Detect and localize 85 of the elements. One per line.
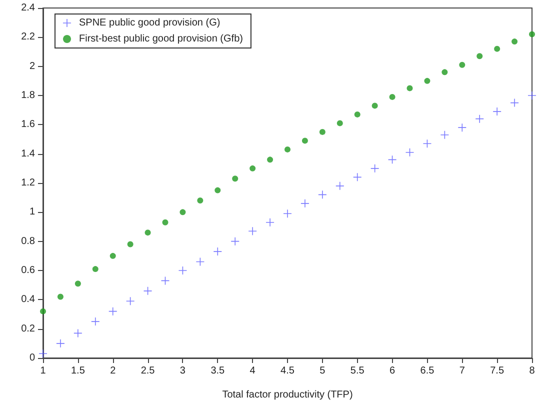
point [493, 108, 502, 116]
point [510, 98, 519, 107]
point [214, 248, 222, 256]
point [372, 102, 378, 109]
point [423, 140, 432, 148]
point [108, 307, 117, 316]
point [354, 111, 360, 118]
y-tick-label: 1.2 [21, 178, 36, 188]
y-tick-label: 2.4 [21, 2, 36, 14]
point [248, 227, 257, 236]
point [144, 286, 152, 295]
point [74, 280, 81, 287]
point [232, 176, 238, 182]
y-tick-label: 0.6 [21, 265, 36, 276]
point [389, 94, 396, 100]
point [302, 138, 308, 144]
x-tick-label: 5 [320, 366, 326, 376]
point [406, 85, 413, 92]
point [180, 209, 186, 216]
point [178, 266, 187, 274]
point [336, 120, 343, 126]
point [476, 114, 484, 123]
x-tick-label: 7 [459, 366, 466, 376]
x-tick-label: 2.5 [140, 366, 156, 376]
legend-label: First-best public good provision (Gfb) [79, 34, 243, 44]
x-axis-title: Total factor productivity (TFP) [222, 390, 353, 400]
y-tick-label: 0.4 [21, 294, 36, 306]
point [56, 339, 64, 348]
x-tick-label: 1.5 [70, 366, 86, 376]
point [110, 252, 116, 259]
x-tick-label: 6 [390, 366, 396, 376]
point [127, 241, 134, 248]
point [57, 294, 64, 300]
x-tick-label: 3.5 [210, 366, 226, 376]
point [529, 31, 535, 38]
point [318, 190, 326, 199]
point [370, 164, 379, 172]
point [406, 148, 414, 156]
x-tick-label: 1 [40, 366, 46, 376]
point [319, 128, 326, 135]
point [40, 308, 46, 314]
point [91, 318, 100, 326]
point [440, 130, 449, 139]
point [231, 237, 240, 246]
x-tick-label: 4.5 [280, 366, 295, 376]
point [214, 187, 221, 194]
point [528, 92, 536, 100]
point [494, 46, 500, 52]
y-tick-label: 0.2 [21, 323, 36, 334]
y-tick-label: 0 [29, 352, 36, 364]
point [300, 199, 309, 208]
point [126, 297, 134, 306]
point [162, 219, 168, 226]
y-tick-label: 1.6 [21, 119, 36, 130]
y-tick-label: 1 [29, 206, 36, 218]
x-tick-label: 5.5 [350, 366, 365, 376]
point [266, 218, 274, 226]
y-tick-label: 2.2 [21, 32, 36, 43]
point [92, 266, 98, 272]
point [250, 165, 256, 172]
point [353, 173, 362, 182]
x-tick-label: 7.5 [490, 366, 504, 376]
point [424, 78, 430, 84]
x-tick-label: 2 [110, 366, 116, 376]
point [476, 53, 483, 60]
point [458, 124, 466, 132]
point [284, 210, 292, 218]
x-tick-label: 4 [250, 366, 256, 376]
x-tick-label: 3 [180, 366, 186, 376]
point [144, 230, 151, 236]
point [284, 146, 290, 152]
point [267, 156, 274, 163]
y-tick-label: 0.8 [21, 236, 36, 247]
y-tick-label: 2 [29, 60, 36, 72]
x-tick-label: 8 [529, 366, 536, 376]
point [442, 69, 448, 76]
point [197, 198, 204, 204]
y-tick-label: 1.8 [21, 90, 36, 101]
y-tick-label: 1.4 [21, 148, 36, 160]
point [74, 329, 82, 338]
x-tick-label: 6.5 [420, 366, 435, 376]
point [459, 62, 466, 68]
point [336, 182, 344, 190]
legend-label: SPNE public good provision (G) [79, 18, 220, 28]
point [512, 38, 518, 45]
